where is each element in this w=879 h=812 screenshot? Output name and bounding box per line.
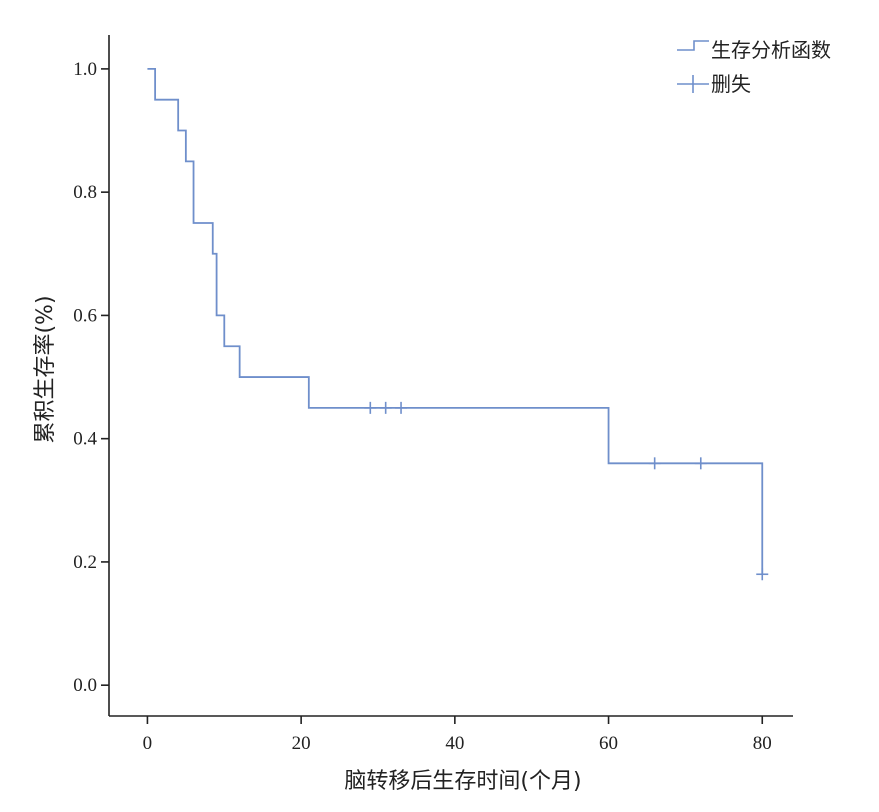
- x-tick-label: 80: [753, 733, 772, 754]
- x-tick-label: 0: [143, 733, 153, 754]
- axes: [108, 35, 793, 717]
- legend-label-censored: 删失: [711, 72, 751, 96]
- y-tick-label: 0.6: [73, 305, 97, 326]
- x-tick-label: 20: [292, 733, 311, 754]
- survival-step-line: [147, 67, 764, 575]
- x-tick-label: 60: [599, 733, 618, 754]
- x-ticks: 0 20 40 60 80: [143, 716, 772, 754]
- y-tick-label: 0.4: [73, 429, 97, 450]
- y-tick-label: 1.0: [73, 59, 97, 80]
- y-tick-label: 0.2: [73, 552, 97, 573]
- x-axis-title: 脑转移后生存时间(个月): [344, 769, 581, 794]
- legend-step-symbol: [677, 40, 709, 51]
- y-tick-label: 0.8: [73, 182, 97, 203]
- y-axis-title: 累积生存率(%): [33, 295, 58, 443]
- legend-label-survival: 生存分析函数: [711, 38, 831, 62]
- x-tick-label: 40: [445, 733, 464, 754]
- y-tick-label: 0.0: [73, 675, 97, 696]
- plot-area: [147, 67, 769, 581]
- y-ticks: 0.0 0.2 0.4 0.6 0.8 1.0: [73, 59, 109, 696]
